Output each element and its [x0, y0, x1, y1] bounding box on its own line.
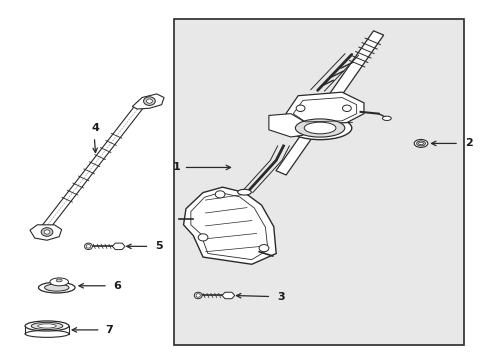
Circle shape — [259, 244, 268, 252]
Ellipse shape — [38, 324, 56, 328]
Ellipse shape — [84, 243, 92, 249]
Text: 2: 2 — [464, 139, 472, 148]
Ellipse shape — [50, 278, 68, 286]
Ellipse shape — [288, 116, 351, 140]
Circle shape — [198, 234, 207, 241]
Ellipse shape — [295, 119, 344, 137]
Text: 7: 7 — [105, 325, 113, 335]
Circle shape — [342, 105, 350, 112]
Text: 3: 3 — [277, 292, 284, 302]
Polygon shape — [39, 101, 145, 234]
Ellipse shape — [31, 322, 62, 329]
Ellipse shape — [237, 189, 251, 195]
Circle shape — [41, 228, 53, 236]
Text: 5: 5 — [155, 241, 162, 251]
Ellipse shape — [194, 292, 202, 299]
Circle shape — [44, 230, 50, 234]
Circle shape — [143, 97, 155, 105]
Ellipse shape — [382, 116, 390, 121]
Circle shape — [296, 105, 305, 112]
Ellipse shape — [86, 244, 90, 248]
Text: 6: 6 — [113, 281, 121, 291]
Polygon shape — [112, 243, 125, 249]
Polygon shape — [132, 94, 163, 109]
Ellipse shape — [418, 142, 423, 145]
Ellipse shape — [304, 122, 335, 134]
Polygon shape — [268, 114, 303, 137]
Ellipse shape — [44, 284, 69, 291]
Text: 4: 4 — [92, 123, 100, 133]
Ellipse shape — [413, 139, 427, 147]
Polygon shape — [275, 31, 383, 175]
Ellipse shape — [196, 294, 200, 297]
Polygon shape — [30, 225, 61, 240]
Polygon shape — [183, 187, 276, 264]
FancyBboxPatch shape — [173, 19, 463, 345]
Circle shape — [215, 191, 224, 198]
Ellipse shape — [25, 330, 69, 337]
Ellipse shape — [25, 321, 69, 331]
Ellipse shape — [56, 279, 62, 282]
Text: 1: 1 — [172, 162, 180, 172]
Ellipse shape — [39, 282, 75, 293]
Circle shape — [146, 99, 152, 103]
Ellipse shape — [416, 141, 425, 146]
Polygon shape — [222, 292, 234, 299]
Polygon shape — [285, 92, 363, 125]
